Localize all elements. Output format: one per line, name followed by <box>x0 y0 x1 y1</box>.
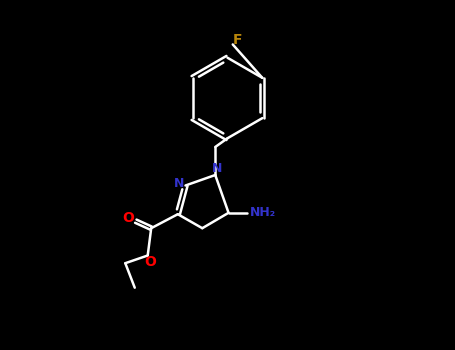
Text: N: N <box>212 162 222 175</box>
Text: F: F <box>233 33 243 47</box>
Text: N: N <box>174 177 184 190</box>
Text: O: O <box>122 211 134 225</box>
Text: NH₂: NH₂ <box>249 206 276 219</box>
Text: O: O <box>145 255 157 269</box>
